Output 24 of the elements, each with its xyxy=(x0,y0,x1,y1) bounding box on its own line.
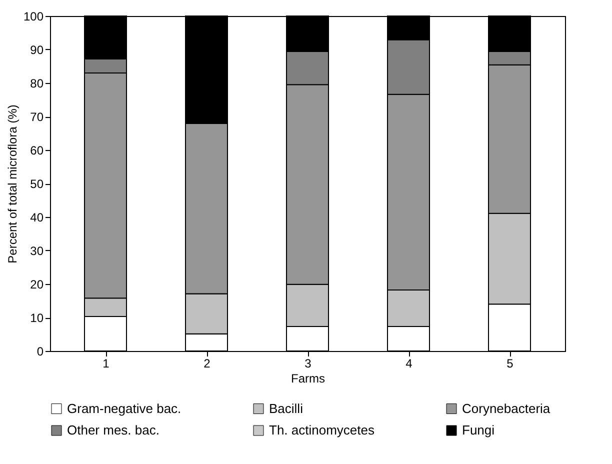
y-axis-title: Percent of total microflora (%) xyxy=(5,104,20,264)
y-tick-label: 90 xyxy=(30,43,44,57)
legend-label: Other mes. bac. xyxy=(67,422,160,438)
y-tick-label: 100 xyxy=(23,10,44,24)
x-tick-label: 2 xyxy=(204,356,211,370)
legend-label: Th. actinomycetes xyxy=(269,422,375,438)
y-tick-label: 50 xyxy=(30,177,44,191)
y-tick-label: 0 xyxy=(36,344,44,358)
y-tick-label: 10 xyxy=(30,311,44,325)
legend-label: Corynebacteria xyxy=(462,400,551,416)
y-tick-label: 80 xyxy=(30,76,44,90)
x-tick-label: 4 xyxy=(406,356,413,370)
x-axis-title: Farms xyxy=(291,372,325,386)
y-tick-label: 40 xyxy=(30,210,44,224)
x-tick-label: 3 xyxy=(304,356,312,370)
y-tick-label: 20 xyxy=(30,278,44,292)
legend-label: Gram-negative bac. xyxy=(67,400,182,416)
y-tick-label: 70 xyxy=(30,110,44,124)
legend-label: Fungi xyxy=(462,422,495,438)
y-tick-label: 30 xyxy=(30,244,44,258)
legend-label: Bacilli xyxy=(269,400,304,416)
x-tick-label: 1 xyxy=(102,356,110,370)
x-tick-label: 5 xyxy=(506,356,514,370)
y-tick-label: 60 xyxy=(30,144,44,158)
